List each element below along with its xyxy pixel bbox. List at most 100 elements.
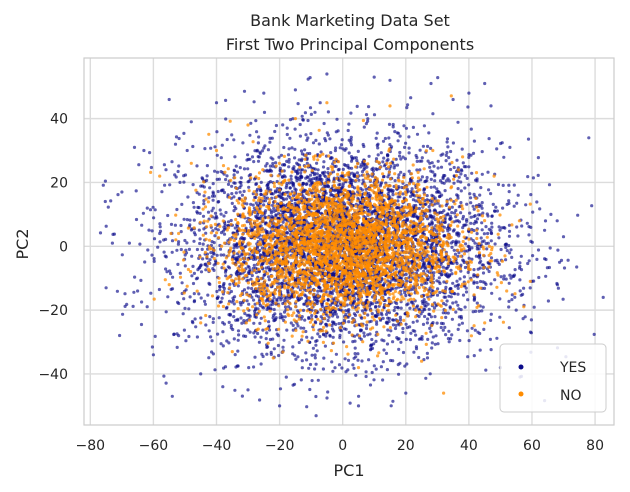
data-point-yes [288,118,293,122]
data-point-yes [285,132,289,137]
data-point-yes [463,249,467,253]
data-point-yes [381,139,386,143]
data-point-yes [170,160,174,164]
data-point-yes [317,142,321,146]
data-point-yes [561,297,565,301]
data-point-yes [260,149,264,153]
data-point-yes [253,257,258,261]
data-point-yes [233,181,237,185]
data-point-yes [145,206,149,210]
data-point-yes [461,226,465,230]
data-point-yes [460,147,464,151]
data-point-yes [475,177,479,181]
data-point-yes [146,248,150,252]
data-point-yes [242,189,246,193]
data-point-yes [250,273,254,278]
data-point-yes [261,354,265,359]
data-point-yes [397,322,401,326]
data-point-yes [372,364,376,368]
data-point-yes [386,328,390,332]
data-point-yes [481,280,485,284]
data-point-yes [183,306,187,310]
data-point-yes [507,229,512,233]
data-point-yes [522,286,526,290]
data-point-yes [287,157,291,162]
data-point-yes [218,285,222,289]
data-point-yes [473,219,477,223]
data-point-yes [303,293,307,297]
data-point-yes [512,204,516,208]
data-point-yes [502,277,506,281]
data-point-yes [357,178,361,182]
data-point-yes [259,316,263,320]
data-point-yes [495,147,499,151]
data-point-yes [451,141,455,145]
data-point-yes [334,312,338,316]
data-point-yes [164,267,168,271]
data-point-yes [291,383,295,387]
data-point-yes [265,162,269,166]
data-point-yes [445,150,449,155]
data-point-yes [398,315,402,319]
data-point-yes [313,356,317,360]
data-point-yes [216,228,220,232]
data-point-yes [311,346,315,350]
data-point-yes [211,320,215,324]
data-point-yes [238,301,242,305]
data-point-yes [315,175,319,179]
data-point-yes [293,156,297,160]
data-point-yes [348,401,352,405]
data-point-yes [258,151,262,156]
data-point-yes [519,293,523,297]
data-point-yes [324,185,328,189]
data-point-yes [525,221,529,225]
data-point-yes [282,145,286,150]
data-point-yes [471,310,475,314]
data-point-yes [411,285,416,289]
data-point-yes [291,345,295,349]
data-point-yes [529,318,534,322]
data-point-yes [300,152,304,156]
data-point-yes [429,185,433,189]
data-point-yes [347,320,351,324]
data-point-yes [502,274,506,278]
data-point-yes [198,211,202,215]
data-point-yes [182,328,186,332]
data-point-yes [556,286,561,290]
data-point-yes [217,316,221,320]
data-point-yes [439,165,444,169]
data-point-yes [481,305,485,309]
data-point-yes [288,196,292,200]
data-point-yes [281,210,285,215]
data-point-yes [360,359,364,363]
data-point-yes [356,298,360,302]
data-point-yes [422,298,426,302]
data-point-yes [482,239,486,243]
data-point-yes [213,211,218,215]
data-point-yes [195,247,199,252]
data-point-yes [210,255,214,259]
data-point-yes [376,146,380,150]
data-point-yes [232,302,236,306]
data-point-yes [472,281,476,285]
data-point-yes [396,195,400,199]
data-point-yes [447,294,451,298]
data-point-yes [160,190,164,194]
data-point-yes [422,187,427,191]
data-point-yes [315,299,319,303]
data-point-yes [466,105,470,109]
data-point-yes [368,383,373,387]
data-point-yes [199,270,204,274]
data-point-yes [474,309,478,313]
data-point-yes [288,186,292,190]
data-point-yes [284,197,289,201]
data-point-yes [449,268,453,272]
data-point-yes [287,160,291,164]
data-point-yes [423,199,427,203]
data-point-yes [191,264,195,268]
data-point-yes [291,182,296,186]
data-point-yes [187,247,191,251]
data-point-yes [450,245,454,249]
data-point-yes [232,315,236,319]
data-point-yes [300,315,304,319]
